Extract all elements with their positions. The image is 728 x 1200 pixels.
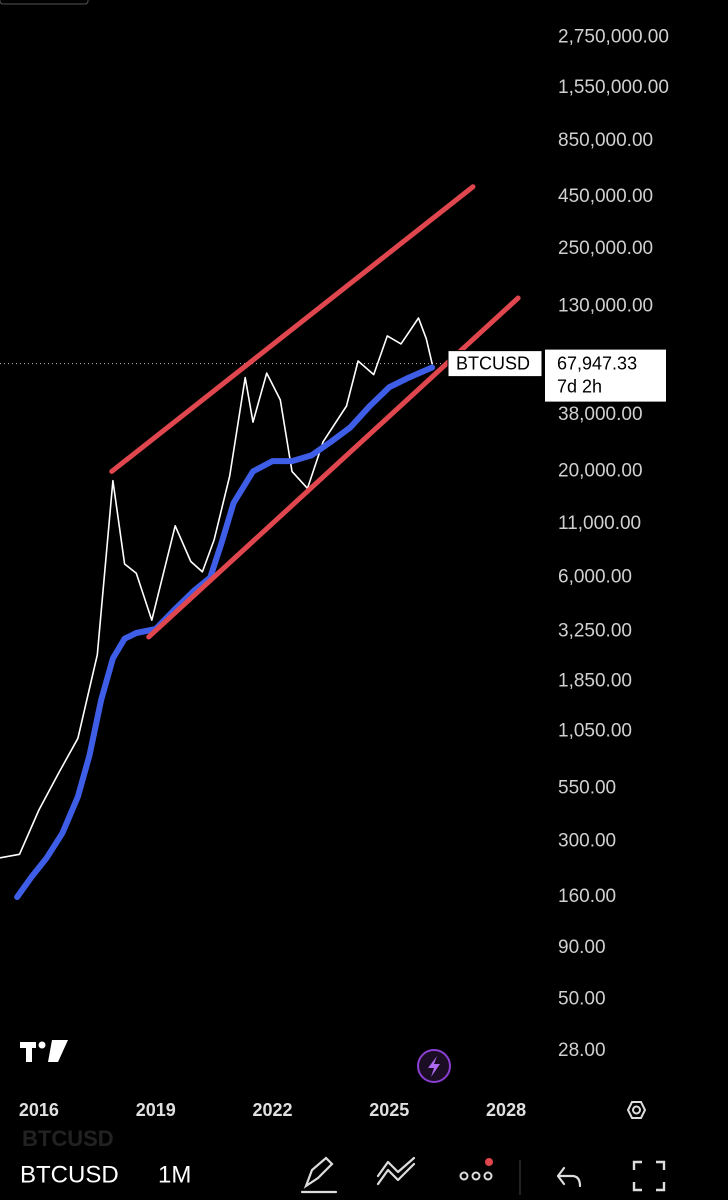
x-tick-label: 2022 (252, 1100, 292, 1120)
fullscreen-button[interactable] (632, 1160, 666, 1192)
countdown-label: 7d 2h (557, 376, 602, 396)
draw-button[interactable] (300, 1156, 338, 1194)
y-tick-label: 1,550,000.00 (558, 77, 669, 98)
top-tab (0, 0, 89, 5)
y-tick-label: 11,000.00 (558, 513, 641, 534)
x-tick-label: 2019 (136, 1100, 176, 1120)
y-tick-label: 6,000.00 (558, 567, 632, 588)
y-tick-label: 850,000.00 (558, 130, 653, 151)
y-tick-label: 550.00 (558, 777, 616, 798)
ghost-symbol: BTCUSD (22, 1126, 114, 1151)
price-label-box (545, 349, 666, 402)
price-line (0, 317, 433, 859)
price-label: 67,947.33 (557, 353, 637, 373)
plot-area: 2,750,000.00 1,550,000.00 850,000.00 450,00… (0, 26, 669, 1120)
y-tick-label: 1,050.00 (558, 720, 632, 741)
y-tick-label: 3,250.00 (558, 621, 632, 642)
y-tick-label: 38,000.00 (558, 404, 643, 425)
trendline (109, 184, 476, 474)
logo (20, 1040, 68, 1062)
y-tick-label: 130,000.00 (558, 295, 653, 316)
x-tick-label: 2028 (486, 1100, 526, 1120)
y-tick-label: 450,000.00 (558, 186, 653, 207)
y-tick-label: 160.00 (558, 886, 616, 907)
symbol-label: BTCUSD (456, 353, 530, 373)
x-tick-label: 2025 (369, 1100, 409, 1120)
y-tick-label: 300.00 (558, 831, 616, 852)
moving-average-line (14, 364, 436, 901)
symbol-button[interactable]: BTCUSD (20, 1161, 119, 1188)
y-tick-label: 250,000.00 (558, 238, 653, 259)
y-tick-label: 2,750,000.00 (558, 26, 669, 47)
x-tick-label: 2016 (19, 1100, 59, 1120)
settings-button[interactable] (626, 1101, 647, 1119)
y-tick-label: 20,000.00 (558, 460, 643, 481)
y-tick-label: 1,850.00 (558, 670, 632, 691)
lightning-button[interactable] (417, 1049, 451, 1083)
undo-button[interactable] (556, 1166, 582, 1188)
y-tick-label: 90.00 (558, 937, 606, 958)
indicators-button[interactable] (376, 1156, 416, 1186)
more-button[interactable] (459, 1158, 494, 1181)
interval-button[interactable]: 1M (158, 1161, 191, 1188)
y-tick-label: 28.00 (558, 1040, 606, 1061)
y-tick-label: 50.00 (558, 989, 606, 1010)
symbol-label-box (447, 350, 543, 378)
